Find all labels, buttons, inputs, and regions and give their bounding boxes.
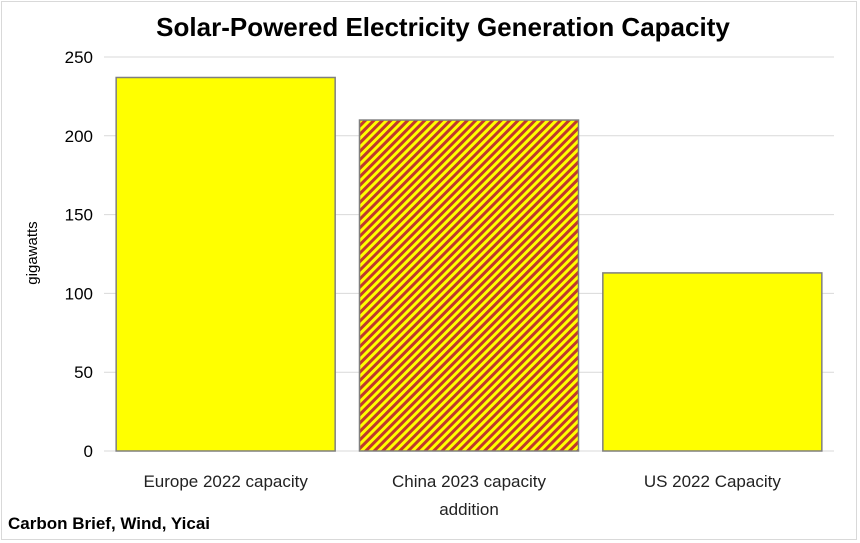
y-tick-label-100: 100 [65,284,93,303]
bars [115,76,823,452]
bar-2 [358,119,580,452]
chart-title: Solar-Powered Electricity Generation Cap… [156,12,730,42]
y-tick-label-0: 0 [84,442,93,461]
category-label-3: US 2022 Capacity [644,472,782,491]
y-tick-label-250: 250 [65,48,93,67]
category-label-1: Europe 2022 capacity [143,472,308,491]
y-tick-label-50: 50 [74,363,93,382]
category-labels: Europe 2022 capacity China 2023 capacity a… [143,472,781,519]
y-tick-label-150: 150 [65,206,93,225]
y-axis-ticks: 0 50 100 150 200 250 [65,48,93,461]
y-axis-label: gigawatts [24,221,41,284]
bar-3 [602,272,823,452]
bar-1 [115,76,336,452]
y-tick-label-200: 200 [65,127,93,146]
category-label-2-line-1: China 2023 capacity [392,472,547,491]
category-label-2-line-2: addition [439,500,499,519]
source-note: Carbon Brief, Wind, Yicai [8,514,210,533]
